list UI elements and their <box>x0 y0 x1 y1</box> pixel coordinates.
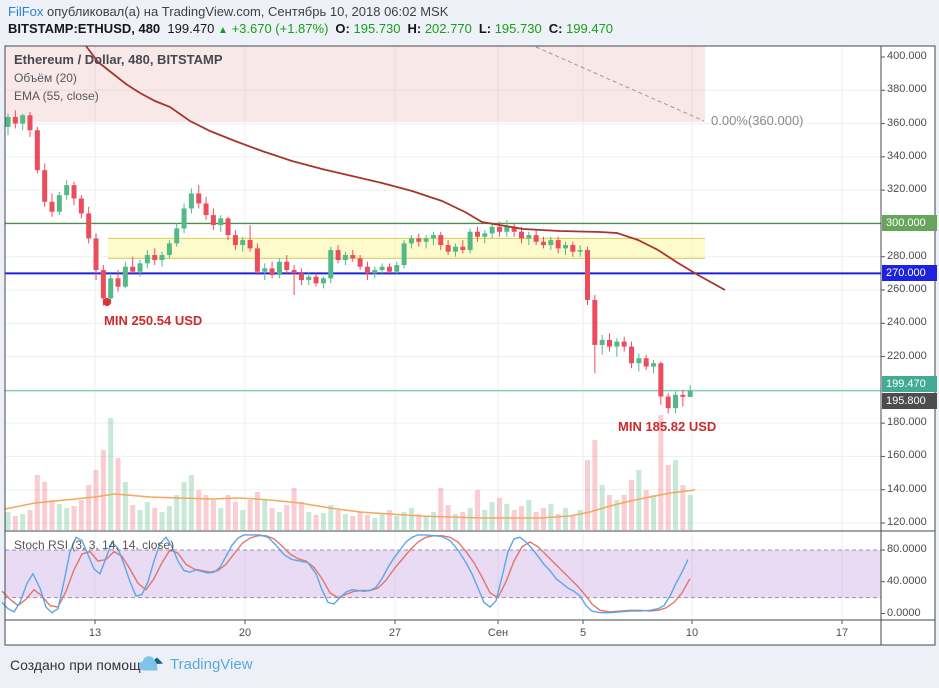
ohlc-value: 195.730 <box>349 21 401 36</box>
ohlc-value: 199.470 <box>562 21 614 36</box>
ohlc-values: O: 195.730 H: 202.770 L: 195.730 C: 199.470 <box>328 21 613 36</box>
fib-zone <box>5 46 705 122</box>
min-price-marker <box>103 298 111 306</box>
author-link[interactable]: FilFox <box>8 4 44 19</box>
ohlc-key: O: <box>335 21 350 36</box>
price-change: +3.670 (+1.87%) <box>231 21 329 36</box>
up-triangle-icon: ▲ <box>218 25 228 36</box>
ohlc-value: 202.770 <box>421 21 472 36</box>
footer-bar: Создано при помощи TradingView <box>0 646 939 688</box>
footer-text: Создано при помощи <box>10 657 149 673</box>
chart-frame <box>4 45 936 646</box>
header-bar: FilFox опубликовал(а) на TradingView.com… <box>0 0 939 46</box>
publish-info: FilFox опубликовал(а) на TradingView.com… <box>8 4 448 19</box>
stoch-band <box>5 549 881 598</box>
publish-text: опубликовал(а) на TradingView.com, Сентя… <box>43 4 449 19</box>
fib-trend-line <box>535 46 705 122</box>
ohlc-value: 195.730 <box>491 21 542 36</box>
ema-line <box>85 45 726 291</box>
ticker-row: BITSTAMP:ETHUSD, 480 199.470 ▲ +3.670 (+… <box>8 21 613 36</box>
tradingview-brand-link[interactable]: TradingView <box>170 656 253 673</box>
volume-ma-line <box>4 489 696 519</box>
ohlc-key: H: <box>407 21 422 36</box>
tradingview-logo-icon[interactable] <box>138 655 164 673</box>
ohlc-key: L: <box>478 21 492 36</box>
symbol-label[interactable]: BITSTAMP:ETHUSD, 480 <box>8 21 161 36</box>
stoch-k-line <box>1 534 689 614</box>
last-price: 199.470 <box>167 21 215 36</box>
ohlc-key: C: <box>548 21 563 36</box>
